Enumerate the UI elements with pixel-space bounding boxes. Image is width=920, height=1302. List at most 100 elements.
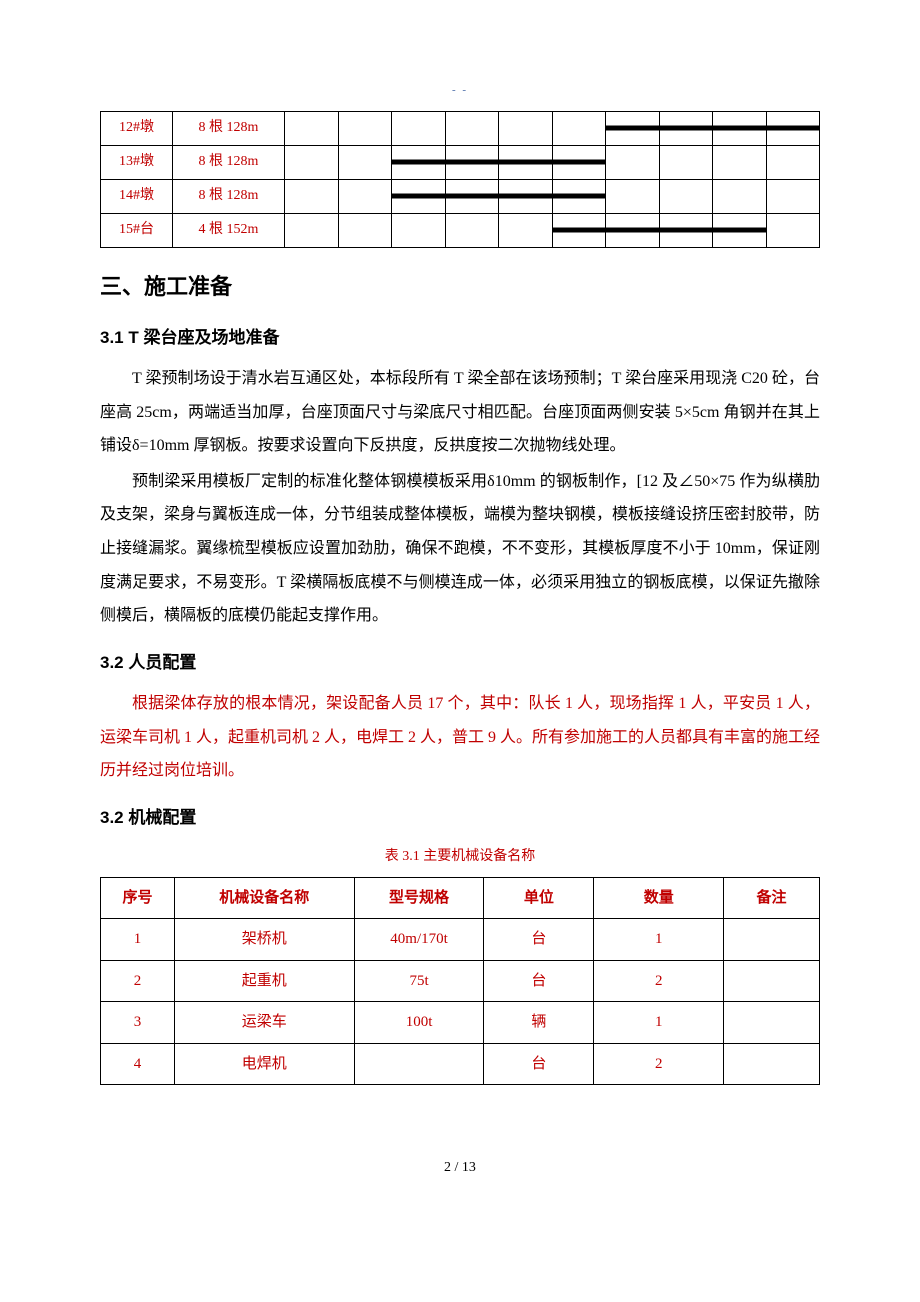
gantt-bar-segment — [605, 126, 660, 131]
schedule-gantt-segment — [392, 145, 446, 179]
gantt-bar-segment — [552, 228, 607, 233]
schedule-cell-spec: 8 根 128m — [173, 145, 285, 179]
equipment-cell: 2 — [594, 1043, 724, 1085]
schedule-gantt-segment — [338, 213, 392, 247]
gantt-bar-segment — [552, 194, 607, 199]
schedule-gantt-segment — [659, 213, 713, 247]
section-3-1-para-1: T 梁预制场设于清水岩互通区处，本标段所有 T 梁全部在该场预制；T 梁台座采用… — [100, 362, 820, 463]
equipment-row: 4电焊机 台2 — [101, 1043, 820, 1085]
schedule-gantt-segment — [713, 111, 767, 145]
equipment-cell: 1 — [594, 919, 724, 961]
schedule-gantt-segment — [499, 145, 553, 179]
schedule-gantt-segment — [713, 213, 767, 247]
equipment-cell: 运梁车 — [174, 1002, 354, 1044]
equipment-header-cell: 机械设备名称 — [174, 877, 354, 919]
gantt-bar-segment — [552, 160, 607, 165]
equipment-cell: 3 — [101, 1002, 175, 1044]
schedule-gantt-segment — [766, 213, 820, 247]
equipment-row: 1架桥机40m/170t台1 — [101, 919, 820, 961]
equipment-cell: 起重机 — [174, 960, 354, 1002]
equipment-cell — [354, 1043, 484, 1085]
gantt-bar-segment — [445, 194, 500, 199]
schedule-gantt-segment — [552, 179, 606, 213]
gantt-bar-segment — [498, 160, 553, 165]
gantt-bar-segment — [659, 126, 714, 131]
schedule-gantt-segment — [606, 111, 660, 145]
schedule-gantt-segment — [552, 213, 606, 247]
schedule-gantt-segment — [285, 111, 339, 145]
gantt-bar-segment — [766, 126, 821, 131]
schedule-gantt-segment — [499, 111, 553, 145]
schedule-gantt-segment — [285, 179, 339, 213]
schedule-gantt-segment — [766, 179, 820, 213]
equipment-cell: 1 — [101, 919, 175, 961]
equipment-row: 2起重机75t台2 — [101, 960, 820, 1002]
schedule-gantt-segment — [606, 179, 660, 213]
schedule-cell-pier: 12#墩 — [101, 111, 173, 145]
schedule-gantt-segment — [713, 145, 767, 179]
schedule-cell-pier: 13#墩 — [101, 145, 173, 179]
schedule-gantt-segment — [338, 145, 392, 179]
gantt-bar-segment — [712, 228, 767, 233]
equipment-cell: 75t — [354, 960, 484, 1002]
schedule-table: 12#墩8 根 128m13#墩8 根 128m14#墩8 根 128m15#台… — [100, 111, 820, 248]
gantt-bar-segment — [659, 228, 714, 233]
schedule-gantt-segment — [338, 111, 392, 145]
schedule-gantt-segment — [659, 145, 713, 179]
schedule-cell-pier: 14#墩 — [101, 179, 173, 213]
schedule-gantt-segment — [606, 213, 660, 247]
schedule-cell-spec: 4 根 152m — [173, 213, 285, 247]
equipment-cell: 1 — [594, 1002, 724, 1044]
gantt-bar-segment — [391, 160, 446, 165]
schedule-gantt-segment — [659, 111, 713, 145]
schedule-gantt-segment — [445, 111, 499, 145]
schedule-row: 14#墩8 根 128m — [101, 179, 820, 213]
equipment-header-cell: 型号规格 — [354, 877, 484, 919]
gantt-bar-segment — [712, 126, 767, 131]
schedule-gantt-segment — [285, 145, 339, 179]
equipment-header-cell: 数量 — [594, 877, 724, 919]
schedule-gantt-segment — [285, 213, 339, 247]
gantt-bar-segment — [391, 194, 446, 199]
equipment-header-cell: 备注 — [724, 877, 820, 919]
schedule-gantt-segment — [499, 179, 553, 213]
equipment-cell — [724, 960, 820, 1002]
schedule-gantt-segment — [766, 111, 820, 145]
equipment-header-cell: 单位 — [484, 877, 594, 919]
page-number: 2 / 13 — [100, 1155, 820, 1182]
schedule-gantt-segment — [392, 111, 446, 145]
schedule-row: 12#墩8 根 128m — [101, 111, 820, 145]
equipment-cell: 架桥机 — [174, 919, 354, 961]
section-3-1-para-2: 预制梁采用模板厂定制的标准化整体钢模模板采用δ10mm 的钢板制作，[12 及∠… — [100, 465, 820, 633]
equipment-cell: 台 — [484, 919, 594, 961]
top-marker: - - — [100, 80, 820, 101]
equipment-row: 3运梁车100t辆1 — [101, 1002, 820, 1044]
schedule-gantt-segment — [606, 145, 660, 179]
equipment-cell: 辆 — [484, 1002, 594, 1044]
schedule-row: 15#台4 根 152m — [101, 213, 820, 247]
equipment-header-cell: 序号 — [101, 877, 175, 919]
equipment-cell: 4 — [101, 1043, 175, 1085]
equipment-cell — [724, 1002, 820, 1044]
schedule-gantt-segment — [445, 179, 499, 213]
section-3-2a-para-1: 根据梁体存放的根本情况，架设配备人员 17 个，其中：队长 1 人，现场指挥 1… — [100, 687, 820, 788]
equipment-cell: 台 — [484, 960, 594, 1002]
schedule-gantt-segment — [445, 213, 499, 247]
schedule-gantt-segment — [766, 145, 820, 179]
schedule-gantt-segment — [713, 179, 767, 213]
gantt-bar-segment — [445, 160, 500, 165]
equipment-table: 序号机械设备名称型号规格单位数量备注 1架桥机40m/170t台12起重机75t… — [100, 877, 820, 1086]
table-3-1-caption: 表 3.1 主要机械设备名称 — [100, 844, 820, 871]
schedule-row: 13#墩8 根 128m — [101, 145, 820, 179]
equipment-cell — [724, 919, 820, 961]
section-3-2a-title: 3.2 人员配置 — [100, 647, 820, 679]
section-3-title: 三、施工准备 — [100, 266, 820, 308]
equipment-cell: 台 — [484, 1043, 594, 1085]
schedule-gantt-segment — [338, 179, 392, 213]
schedule-gantt-segment — [392, 179, 446, 213]
schedule-cell-spec: 8 根 128m — [173, 111, 285, 145]
schedule-gantt-segment — [659, 179, 713, 213]
equipment-cell: 电焊机 — [174, 1043, 354, 1085]
gantt-bar-segment — [605, 228, 660, 233]
gantt-bar-segment — [498, 194, 553, 199]
